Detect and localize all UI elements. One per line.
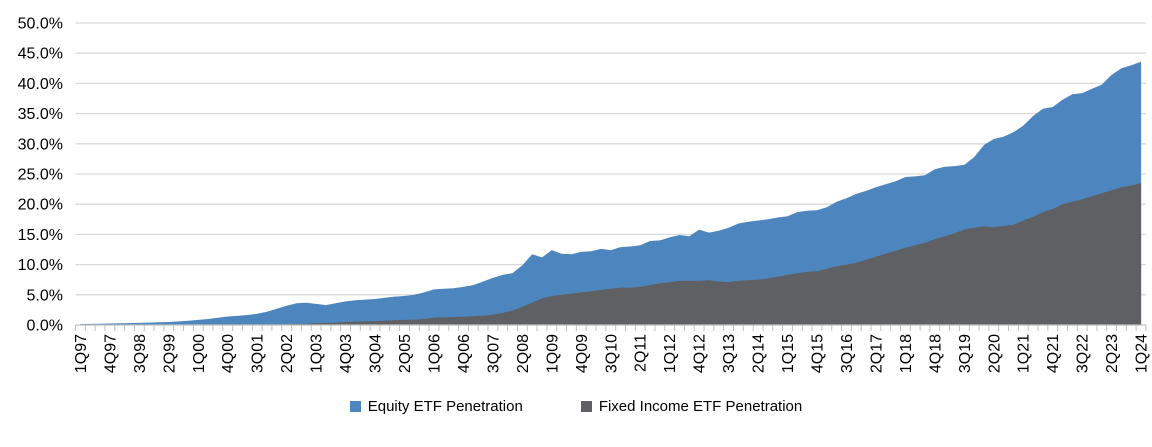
x-axis-tick-label: 4Q97 [102, 334, 119, 373]
equity-swatch-icon [349, 401, 361, 412]
x-axis-tick-label: 3Q98 [132, 334, 149, 373]
x-axis-tick-label: 1Q06 [426, 334, 443, 373]
x-axis-tick-label: 2Q23 [1104, 334, 1121, 373]
y-axis-tick-label: 10.0% [18, 257, 63, 274]
y-axis-tick-label: 5.0% [27, 287, 63, 304]
x-axis-tick-label: 1Q15 [780, 334, 797, 373]
x-axis-tick-label: 2Q05 [397, 334, 414, 373]
y-axis-tick-label: 40.0% [18, 76, 63, 93]
x-axis-tick-label: 4Q18 [927, 334, 944, 373]
x-axis-labels: 1Q97 4Q97 3Q98 2Q99 1Q00 4Q00 3Q01 2Q02 1Q03 4Q03… [73, 334, 1151, 373]
area-chart-canvas: 0.0% 5.0% 10.0% 15.0% 20.0% 25.0% 30.0% 35.0% 40… [18, 16, 1151, 374]
x-axis-tick-label: 4Q03 [338, 334, 355, 373]
gridlines [75, 22, 1146, 296]
x-axis-tick-label: 3Q01 [250, 334, 267, 373]
x-axis-tick-label: 3Q07 [485, 334, 502, 373]
x-axis-tick-label: 3Q22 [1075, 334, 1092, 373]
y-axis-tick-label: 30.0% [18, 136, 63, 153]
x-axis-tick-label: 4Q06 [456, 334, 473, 373]
x-axis-tick-label: 4Q21 [1045, 334, 1062, 373]
x-axis-tick-label: 1Q18 [898, 334, 915, 373]
x-axis-tick-label: 2Q14 [751, 334, 768, 373]
x-axis-tick-label: 4Q00 [220, 334, 237, 373]
y-axis-labels: 0.0% 5.0% 10.0% 15.0% 20.0% 25.0% 30.0% 35.0% 40… [18, 16, 63, 335]
x-axis-tick-label: 2Q20 [986, 334, 1003, 373]
x-axis-tick-label: 1Q12 [662, 334, 679, 373]
x-axis-tick-label: 3Q10 [603, 334, 620, 373]
x-axis-tick-label: 1Q97 [73, 334, 90, 373]
x-axis-tick-label: 1Q03 [309, 334, 326, 373]
legend-label-fixed-income: Fixed Income ETF Penetration [598, 398, 803, 415]
x-axis-tick-label: 4Q12 [692, 334, 709, 373]
fixed-income-swatch-icon [580, 401, 592, 412]
y-axis-tick-label: 15.0% [18, 227, 63, 244]
legend-label-equity: Equity ETF Penetration [367, 398, 523, 415]
y-axis-tick-label: 20.0% [18, 197, 63, 214]
y-axis-tick-label: 45.0% [18, 46, 63, 63]
x-axis-tick-label: 2Q02 [279, 334, 296, 373]
legend-item-fixed-income[interactable]: Fixed Income ETF Penetration [580, 398, 803, 415]
x-axis-tick-label: 4Q15 [809, 334, 826, 373]
y-axis-tick-label: 35.0% [18, 106, 63, 123]
legend-item-equity[interactable]: Equity ETF Penetration [349, 398, 523, 415]
x-axis-tick-label: 2Q17 [868, 334, 885, 373]
chart-legend: Equity ETF Penetration Fixed Income ETF … [0, 398, 1152, 415]
x-axis-tick-label: 3Q19 [957, 334, 974, 373]
x-axis-tick-label: 2Q08 [515, 334, 532, 373]
x-axis-tick-label: 2Q99 [161, 334, 178, 373]
x-axis-ticks [75, 325, 1147, 331]
x-axis-tick-label: 1Q24 [1134, 334, 1151, 373]
y-axis-tick-label: 50.0% [18, 16, 63, 33]
x-axis-tick-label: 1Q00 [191, 334, 208, 373]
x-axis-tick-label: 3Q16 [839, 334, 856, 373]
x-axis-tick-label: 3Q13 [721, 334, 738, 373]
y-axis-tick-label: 0.0% [27, 318, 63, 335]
x-axis-tick-label: 1Q21 [1016, 334, 1033, 373]
y-axis-tick-label: 25.0% [18, 167, 63, 184]
x-axis-tick-label: 2Q11 [633, 334, 650, 372]
x-axis-tick-label: 1Q09 [544, 334, 561, 373]
fixed-income-area-series [80, 183, 1142, 325]
x-axis-tick-label: 3Q04 [368, 334, 385, 373]
fixed-income-area [80, 183, 1142, 325]
x-axis-tick-label: 4Q09 [574, 334, 591, 373]
